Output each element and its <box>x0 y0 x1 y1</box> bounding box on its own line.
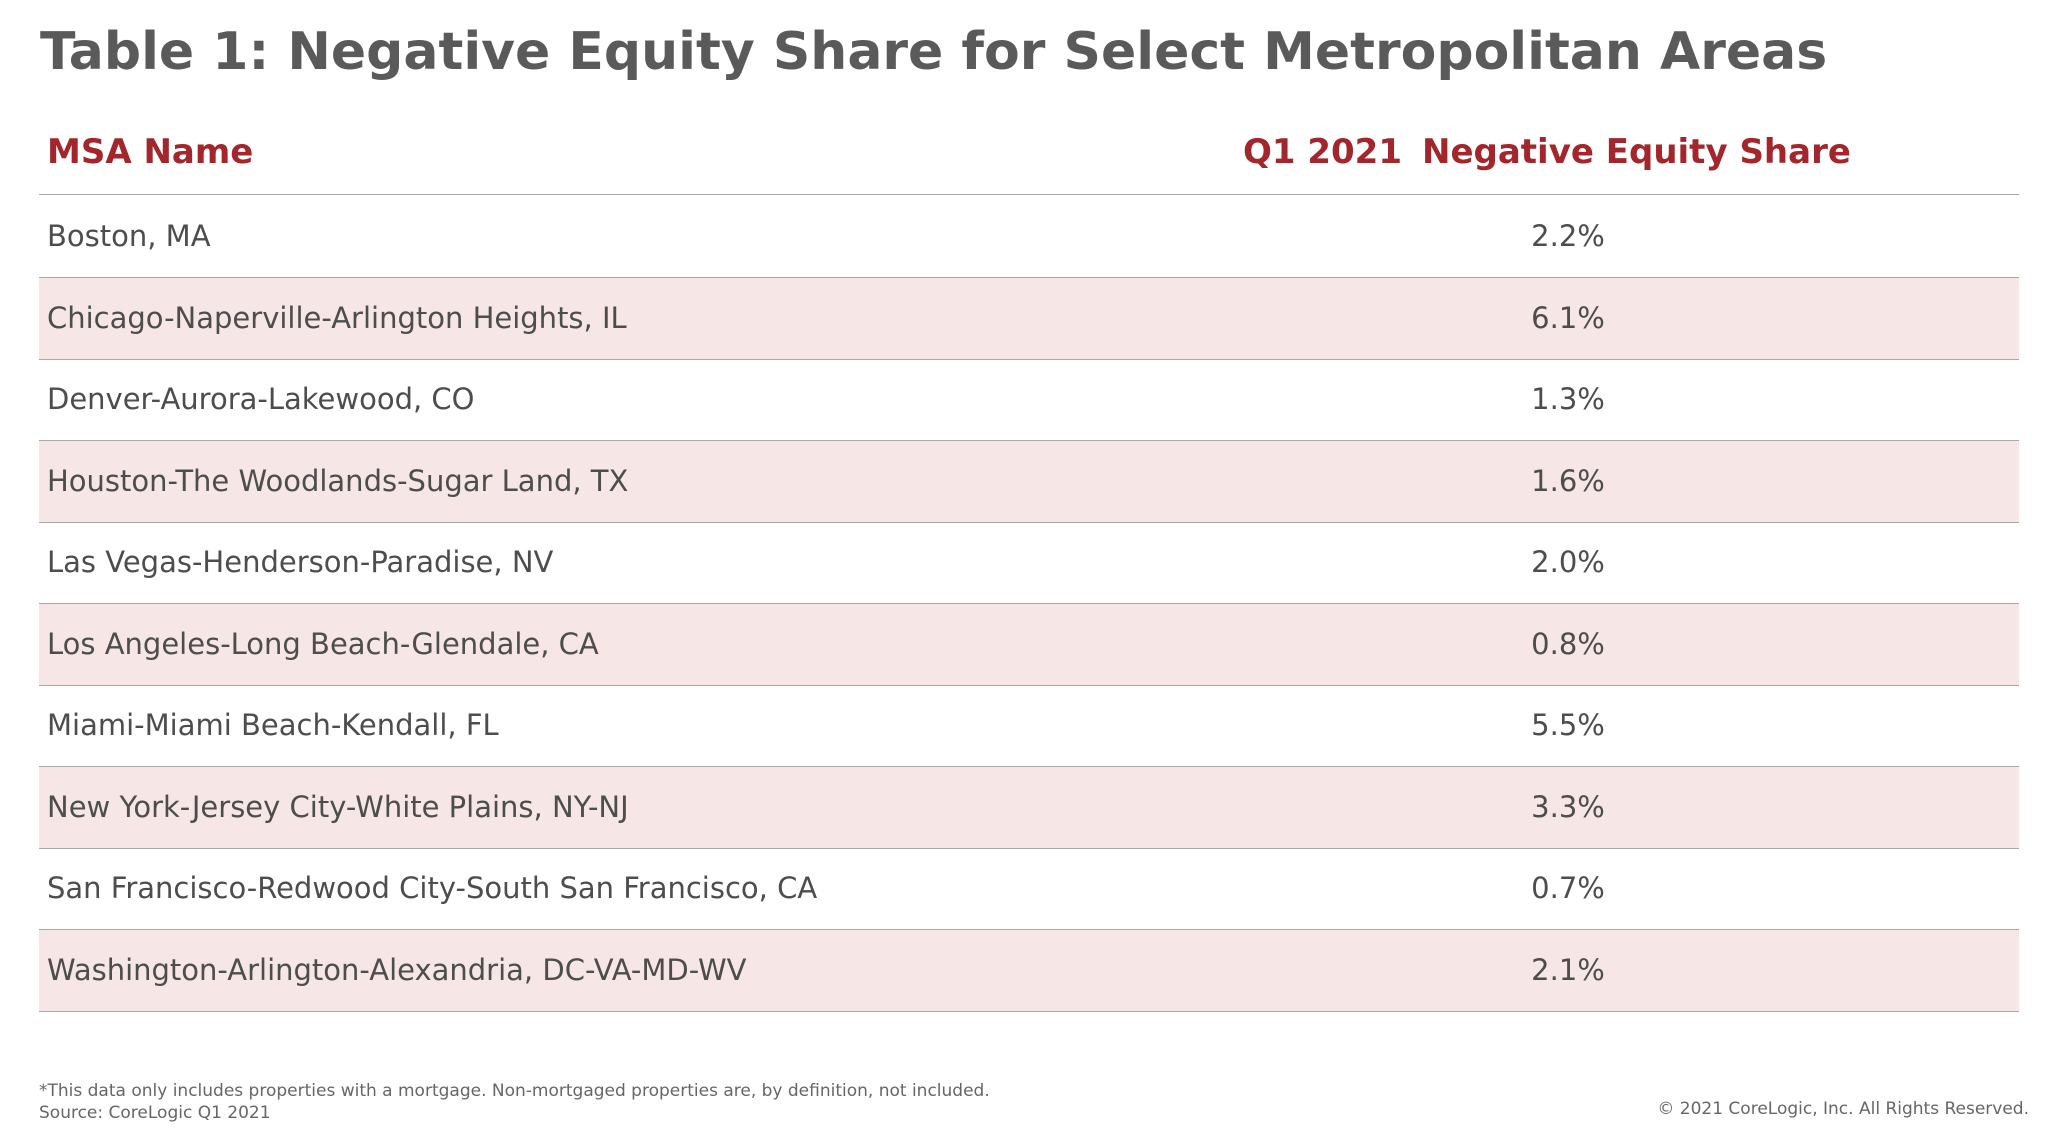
copyright: © 2021 CoreLogic, Inc. All Rights Reserv… <box>1657 1099 2029 1119</box>
table-row: San Francisco-Redwood City-South San Fra… <box>39 848 2019 930</box>
msa-name: Denver-Aurora-Lakewood, CO <box>47 382 475 416</box>
equity-share: 2.0% <box>1531 545 1605 579</box>
equity-share: 5.5% <box>1531 708 1605 742</box>
equity-share: 1.3% <box>1531 382 1605 416</box>
equity-share: 2.2% <box>1531 219 1605 253</box>
msa-name: Las Vegas-Henderson-Paradise, NV <box>47 545 554 579</box>
table-row: Miami-Miami Beach-Kendall, FL 5.5% <box>39 685 2019 767</box>
equity-share: 2.1% <box>1531 952 1605 987</box>
column-header: Q1 2021 <box>1242 132 1402 172</box>
table-row: Las Vegas-Henderson-Paradise, NV 2.0% <box>39 522 2019 604</box>
table-row: Houston-The Woodlands-Sugar Land, TX 1.6% <box>39 440 2019 523</box>
msa-name: Los Angeles-Long Beach-Glendale, CA <box>47 626 599 661</box>
table-row: Denver-Aurora-Lakewood, CO 1.3% <box>39 359 2019 441</box>
column-header: MSA Name <box>47 132 254 172</box>
table-row: New York-Jersey City-White Plains, NY-NJ… <box>39 766 2019 849</box>
msa-name: New York-Jersey City-White Plains, NY-NJ <box>47 789 629 824</box>
msa-name: Chicago-Naperville-Arlington Heights, IL <box>47 300 627 335</box>
equity-share: 6.1% <box>1531 300 1605 335</box>
column-header: Negative Equity Share <box>1422 132 1851 172</box>
table-row: Boston, MA 2.2% <box>39 196 2019 278</box>
header-rule <box>39 194 2019 195</box>
msa-name: Miami-Miami Beach-Kendall, FL <box>47 708 499 742</box>
equity-share: 1.6% <box>1531 463 1605 498</box>
msa-name: Boston, MA <box>47 219 211 253</box>
msa-name: Houston-The Woodlands-Sugar Land, TX <box>47 463 629 498</box>
table-row: Los Angeles-Long Beach-Glendale, CA 0.8% <box>39 603 2019 686</box>
source: Source: CoreLogic Q1 2021 <box>39 1103 271 1123</box>
title: Table 1: Negative Equity Share for Selec… <box>40 22 1828 82</box>
equity-share: 0.7% <box>1531 871 1605 905</box>
table-row: Chicago-Naperville-Arlington Heights, IL… <box>39 277 2019 360</box>
equity-share: 0.8% <box>1531 626 1605 661</box>
footnote: *This data only includes properties with… <box>39 1081 990 1101</box>
msa-name: Washington-Arlington-Alexandria, DC-VA-M… <box>47 952 747 987</box>
msa-name: San Francisco-Redwood City-South San Fra… <box>47 871 818 905</box>
table-row: Washington-Arlington-Alexandria, DC-VA-M… <box>39 929 2019 1012</box>
equity-share: 3.3% <box>1531 789 1605 824</box>
